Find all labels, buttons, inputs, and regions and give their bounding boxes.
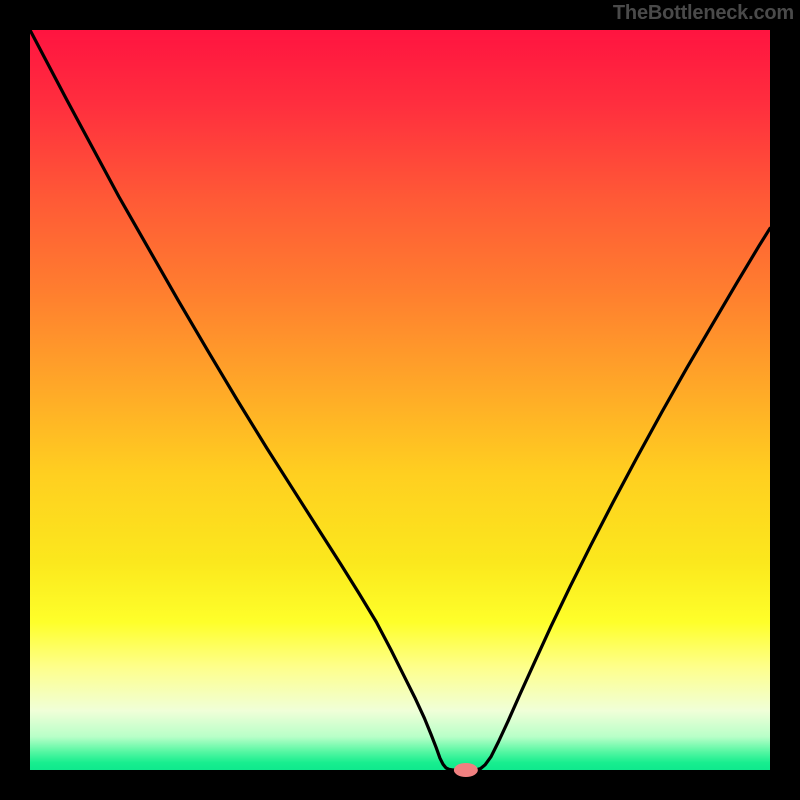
chart-svg: [0, 0, 800, 800]
watermark-text: TheBottleneck.com: [613, 2, 794, 25]
plot-background: [30, 30, 770, 770]
optimal-marker: [454, 763, 478, 777]
chart-container: TheBottleneck.com: [0, 0, 800, 800]
